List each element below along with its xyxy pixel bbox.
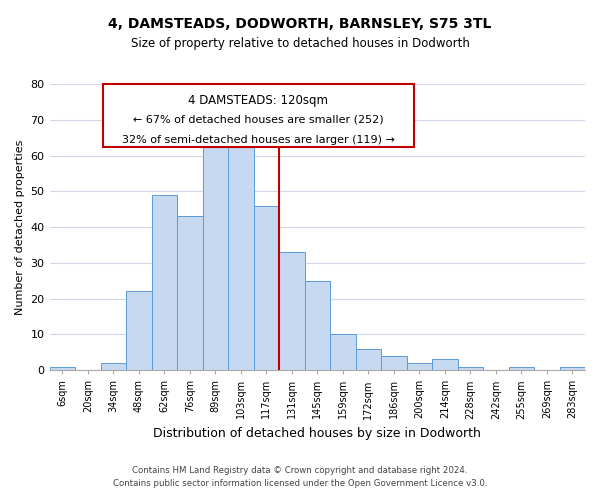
- Bar: [279, 252, 305, 370]
- Bar: [356, 348, 381, 370]
- Bar: [432, 360, 458, 370]
- Bar: [203, 145, 228, 370]
- Text: 4, DAMSTEADS, DODWORTH, BARNSLEY, S75 3TL: 4, DAMSTEADS, DODWORTH, BARNSLEY, S75 3T…: [109, 18, 491, 32]
- Bar: [305, 280, 330, 370]
- Bar: [126, 292, 152, 370]
- Bar: [509, 366, 534, 370]
- Bar: [50, 366, 75, 370]
- Bar: [330, 334, 356, 370]
- Text: 4 DAMSTEADS: 120sqm: 4 DAMSTEADS: 120sqm: [188, 94, 328, 107]
- Y-axis label: Number of detached properties: Number of detached properties: [15, 140, 25, 315]
- Text: Size of property relative to detached houses in Dodworth: Size of property relative to detached ho…: [131, 38, 469, 51]
- Bar: [458, 366, 483, 370]
- Bar: [254, 206, 279, 370]
- Bar: [228, 138, 254, 370]
- X-axis label: Distribution of detached houses by size in Dodworth: Distribution of detached houses by size …: [154, 427, 481, 440]
- Text: ← 67% of detached houses are smaller (252): ← 67% of detached houses are smaller (25…: [133, 114, 383, 124]
- Bar: [152, 195, 177, 370]
- Bar: [101, 363, 126, 370]
- Bar: [560, 366, 585, 370]
- Text: 32% of semi-detached houses are larger (119) →: 32% of semi-detached houses are larger (…: [122, 135, 395, 145]
- Text: Contains HM Land Registry data © Crown copyright and database right 2024.
Contai: Contains HM Land Registry data © Crown c…: [113, 466, 487, 487]
- Bar: [407, 363, 432, 370]
- Bar: [177, 216, 203, 370]
- FancyBboxPatch shape: [103, 84, 413, 147]
- Bar: [381, 356, 407, 370]
